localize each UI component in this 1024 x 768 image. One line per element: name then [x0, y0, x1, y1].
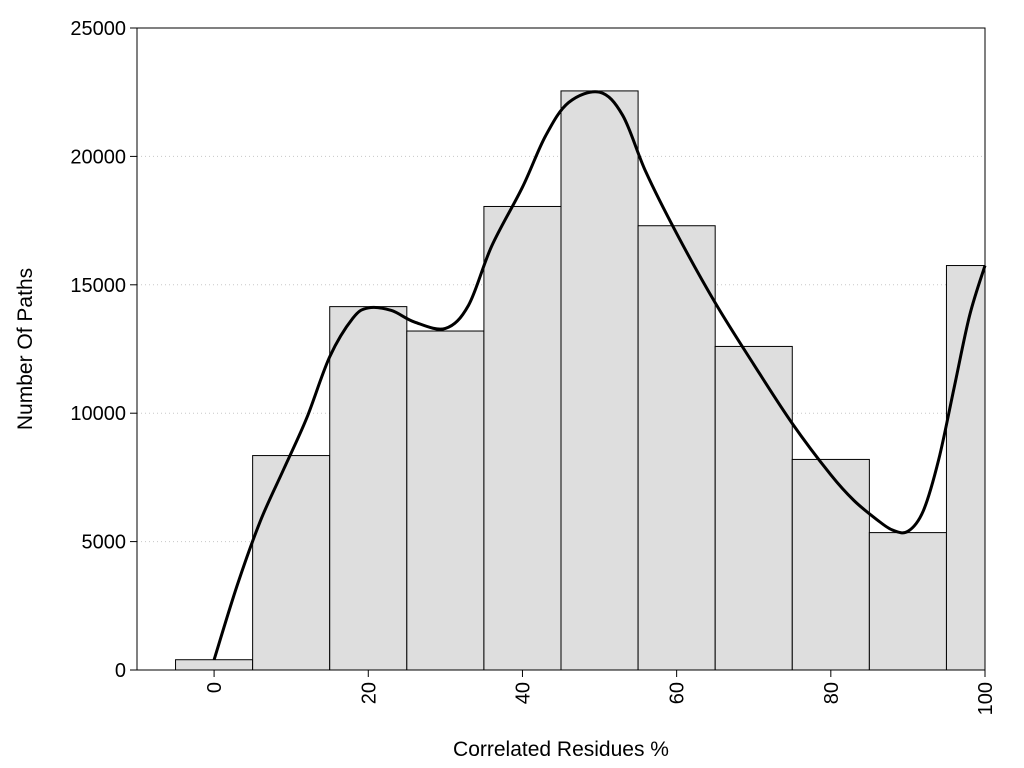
x-tick-label: 100 [975, 682, 997, 715]
histogram-bar [329, 306, 408, 671]
histogram-bar [483, 205, 562, 671]
x-tick-label: 40 [512, 682, 534, 704]
y-tick-label: 20000 [70, 146, 126, 168]
y-axis-label: Number Of Paths [14, 268, 37, 430]
histogram-bar [252, 455, 331, 671]
histogram-bar [791, 458, 870, 671]
histogram-bar [637, 225, 716, 671]
bars [175, 90, 986, 671]
x-tick-label: 0 [204, 682, 226, 693]
histogram-bar [868, 532, 947, 671]
y-tick-label: 10000 [70, 403, 126, 425]
plot-frame [136, 27, 986, 671]
histogram-bar [406, 330, 485, 671]
y-tick-label: 25000 [70, 18, 126, 40]
x-tick-label: 80 [821, 682, 843, 704]
histogram-bar [560, 90, 639, 671]
smooth-curve [212, 90, 987, 661]
histogram-bar [714, 345, 793, 671]
x-tick-label: 60 [667, 682, 689, 704]
y-tick-label: 5000 [82, 532, 127, 554]
x-tick-label: 20 [358, 682, 380, 704]
y-axis-ticks: 0 5000 10000 15000 20000 25000 [70, 18, 137, 682]
x-axis-label: Correlated Residues % [453, 738, 669, 761]
y-tick-label: 0 [115, 660, 126, 682]
y-tick-label: 15000 [70, 275, 126, 297]
x-axis-ticks: 0 20 40 60 80 100 [204, 670, 997, 715]
curve-line [212, 90, 987, 661]
histogram-bar [175, 659, 254, 671]
